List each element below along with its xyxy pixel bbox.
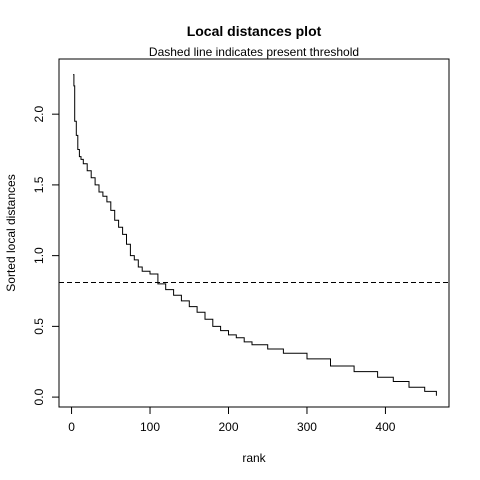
x-axis: 0 100 200 300 400	[68, 406, 396, 434]
series-line-sorted-distances	[73, 74, 437, 396]
y-tick-label: 1.0	[32, 247, 46, 264]
y-tick-label: 0.5	[32, 318, 46, 335]
chart-title: Local distances plot	[187, 23, 322, 39]
y-tick-label: 2.0	[32, 106, 46, 123]
chart-subtitle: Dashed line indicates present threshold	[149, 45, 359, 59]
x-tick-label: 400	[375, 420, 395, 434]
x-axis-label: rank	[242, 451, 266, 465]
y-tick-label: 0.0	[32, 388, 46, 405]
x-tick-label: 100	[140, 420, 160, 434]
x-tick-label: 300	[297, 420, 317, 434]
y-axis: 0.0 0.5 1.0 1.5 2.0	[32, 106, 60, 405]
x-tick-label: 200	[218, 420, 238, 434]
y-axis-label: Sorted local distances	[4, 174, 18, 291]
x-tick-label: 0	[68, 420, 75, 434]
y-tick-label: 1.5	[32, 176, 46, 193]
